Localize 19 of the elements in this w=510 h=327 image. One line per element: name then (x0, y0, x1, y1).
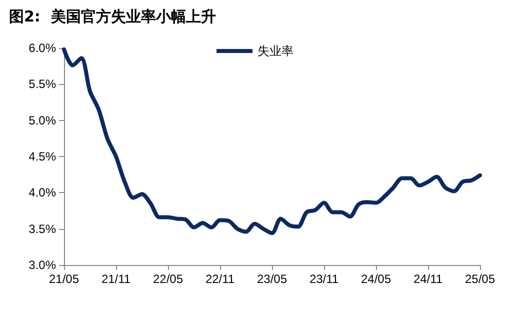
y-tick-label: 5.0% (28, 113, 56, 128)
line-series (62, 47, 482, 236)
x-tick-label: 25/05 (464, 272, 496, 286)
y-tick-label: 5.5% (28, 77, 56, 92)
x-tick-label: 23/11 (309, 272, 339, 286)
y-tick-label: 3.5% (28, 222, 56, 236)
y-tick-label: 6.0% (28, 41, 56, 55)
legend-label: 失业率 (258, 44, 294, 58)
x-tick-label: 21/11 (101, 272, 131, 286)
x-tick-label: 23/05 (256, 272, 288, 286)
x-tick-label: 22/11 (205, 272, 235, 286)
x-tick-label: 24/11 (413, 272, 443, 286)
x-tick-label: 21/05 (48, 272, 80, 286)
y-tick-label: 4.0% (28, 186, 56, 200)
y-tick-label: 3.0% (28, 258, 56, 272)
chart-title: 图2: 美国官方失业率小幅上升 (9, 8, 216, 26)
x-tick-label: 22/05 (152, 272, 184, 286)
x-tick-label: 24/05 (360, 272, 392, 286)
y-tick-label: 4.5% (28, 150, 56, 164)
